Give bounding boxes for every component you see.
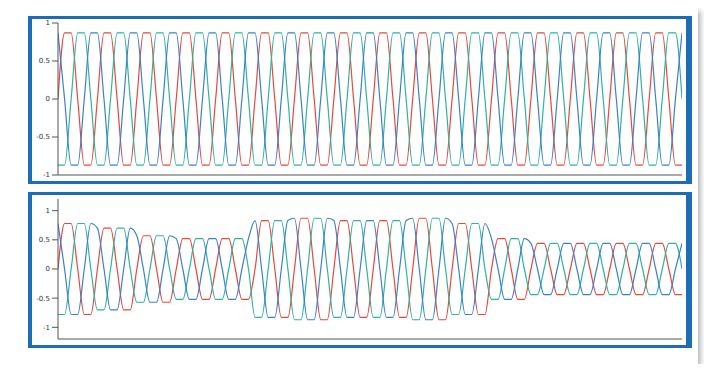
svg-text:-0.5: -0.5 (36, 133, 50, 141)
svg-text:0: 0 (46, 95, 50, 103)
svg-text:-1: -1 (43, 324, 50, 332)
svg-text:0: 0 (46, 265, 50, 273)
svg-text:0.5: 0.5 (39, 57, 50, 65)
svg-text:1: 1 (46, 207, 50, 215)
svg-text:-0.5: -0.5 (36, 295, 50, 303)
svg-text:-1: -1 (43, 171, 50, 179)
svg-text:1: 1 (46, 19, 50, 27)
svg-text:0.5: 0.5 (39, 236, 50, 244)
